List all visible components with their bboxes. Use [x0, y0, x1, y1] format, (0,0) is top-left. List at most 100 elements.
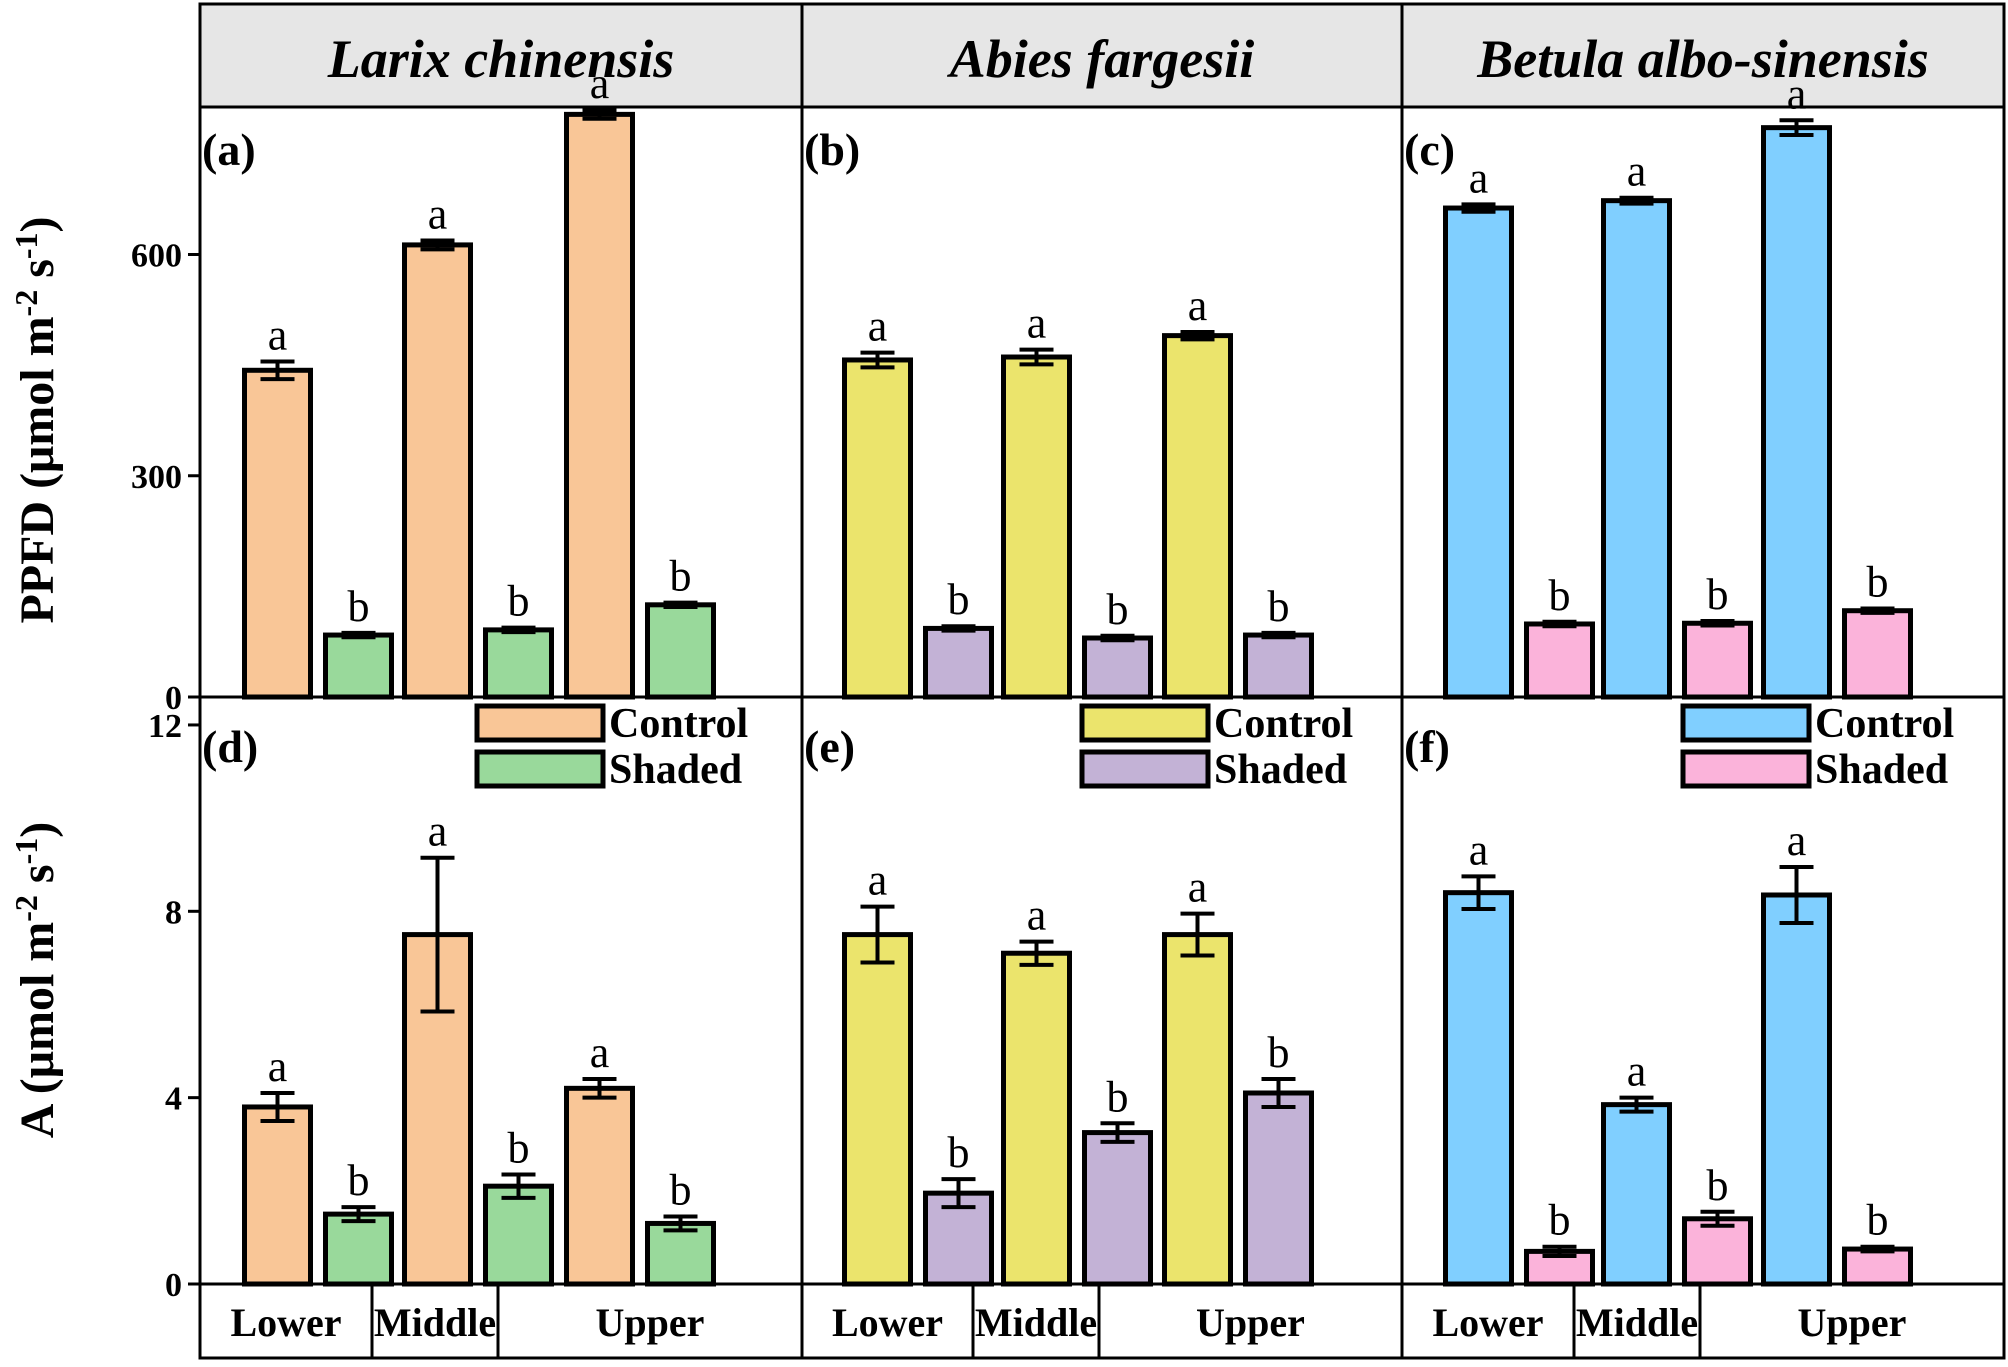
bar-middle-shaded [1682, 620, 1753, 700]
significance-letter: b [1107, 585, 1129, 634]
bar-upper-shaded [1842, 608, 1913, 700]
significance-letter: a [428, 807, 448, 856]
bar-upper-shaded [645, 1220, 716, 1287]
significance-letter: b [1867, 1196, 1889, 1245]
bar-lower-shaded [1524, 621, 1595, 700]
significance-letter: a [268, 1042, 288, 1091]
significance-letter: a [1188, 281, 1208, 330]
y-tick-label: 0 [165, 680, 182, 717]
panel-c: (c) a b a b a b [1404, 69, 1913, 700]
superscript: -1 [8, 838, 44, 865]
panel-f: (f) a b a b a b [1404, 721, 1913, 1287]
bar-upper-control [1761, 892, 1832, 1287]
significance-letter: a [1627, 147, 1647, 196]
legend-label-shaded: Shaded [1214, 747, 1347, 793]
bar-lower-control [1443, 890, 1514, 1287]
bar-lower-shaded [323, 1211, 394, 1287]
category-label-middle: Middle [1576, 1300, 1698, 1345]
bar-upper-shaded [1243, 632, 1314, 700]
panel-tag: (a) [202, 124, 256, 175]
outer-border [198, 2, 2006, 1360]
species-title-larix-chinensis: Larix chinensis [327, 29, 675, 89]
panel-d: (d) a b a b a b [202, 721, 716, 1287]
species-title-abies-fargesii: Abies fargesii [947, 29, 1255, 89]
legend-swatch-control [474, 703, 606, 743]
significance-letter: b [670, 552, 692, 601]
bar-lower-shaded [323, 632, 394, 700]
significance-letter: b [1549, 571, 1571, 620]
panel-tag: (f) [1404, 721, 1450, 772]
category-label-upper: Upper [596, 1300, 705, 1345]
bar-upper-shaded [1842, 1246, 1913, 1287]
bar-middle-shaded [483, 1183, 554, 1287]
bar-upper-control [564, 111, 635, 700]
significance-letter: a [1469, 825, 1489, 874]
significance-letter: b [1707, 570, 1729, 619]
bar-upper-shaded [1243, 1090, 1314, 1287]
category-label-upper: Upper [1798, 1300, 1907, 1345]
panel-b: (b) a b a b a b [804, 124, 1314, 700]
bar-lower-control [1443, 205, 1514, 700]
panel-a: (a) a b a b a b [202, 59, 716, 700]
species-title-betula-albo-sinensis: Betula albo-sinensis [1476, 29, 1929, 89]
category-label-upper: Upper [1196, 1300, 1305, 1345]
legend-swatch-shaded [474, 749, 606, 789]
bar-upper-shaded [645, 602, 716, 700]
bar-lower-control [842, 932, 913, 1287]
category-label-middle: Middle [374, 1300, 496, 1345]
species-header-betula-albo-sinensis [1403, 5, 2003, 106]
bar-lower-shaded [923, 625, 994, 700]
significance-letter: b [1107, 1072, 1129, 1121]
significance-letter: b [1867, 558, 1889, 607]
bar-middle-shaded [483, 627, 554, 700]
bar-middle-shaded [1082, 1130, 1153, 1287]
significance-letter: a [1188, 863, 1208, 912]
category-label-middle: Middle [975, 1300, 1097, 1345]
legend-swatch-control [1079, 703, 1211, 743]
significance-letter: a [590, 1028, 610, 1077]
bar-upper-control [1162, 333, 1233, 700]
bar-middle-control [1601, 198, 1672, 700]
significance-letter: b [1549, 1196, 1571, 1245]
y-tick-label: 600 [131, 238, 182, 275]
significance-letter: a [1787, 816, 1807, 865]
bar-middle-control [1601, 1102, 1672, 1287]
significance-letter: b [1268, 1028, 1290, 1077]
significance-letter: b [348, 582, 370, 631]
significance-letter: b [1268, 582, 1290, 631]
species-header-abies-fargesii [803, 5, 1401, 106]
bar-upper-control [1761, 125, 1832, 700]
significance-letter: a [1627, 1047, 1647, 1096]
title-part: ) [11, 216, 64, 232]
bar-lower-control [842, 357, 913, 700]
significance-letter: b [948, 575, 970, 624]
superscript: -2 [8, 895, 44, 922]
category-axis: Lower Middle Upper Lower Middle Upper Lower Mid… [230, 1284, 1906, 1358]
legend-label-control: Control [609, 701, 748, 747]
y-axis-title-ppfd: PPFD (μmol m-2 s-1) [8, 216, 64, 623]
significance-letter: a [1469, 153, 1489, 202]
category-label-lower: Lower [1432, 1300, 1543, 1345]
species-header-larix-chinensis [201, 5, 801, 106]
significance-letter: b [670, 1165, 692, 1214]
panel-tag: (e) [804, 721, 855, 772]
significance-letter: a [868, 856, 888, 905]
significance-letter: b [508, 577, 530, 626]
y-tick-label: 4 [165, 1081, 182, 1118]
bar-lower-control [242, 1104, 313, 1287]
significance-letter: b [508, 1124, 530, 1173]
significance-letter: b [348, 1156, 370, 1205]
significance-letter: a [428, 189, 448, 238]
panel-tag: (c) [1404, 124, 1455, 175]
bar-upper-control [1162, 932, 1233, 1287]
significance-letter: a [268, 310, 288, 359]
significance-letter: b [1707, 1161, 1729, 1210]
legend-label-control: Control [1214, 701, 1353, 747]
significance-letter: a [868, 302, 888, 351]
y-tick-label: 0 [165, 1267, 182, 1304]
